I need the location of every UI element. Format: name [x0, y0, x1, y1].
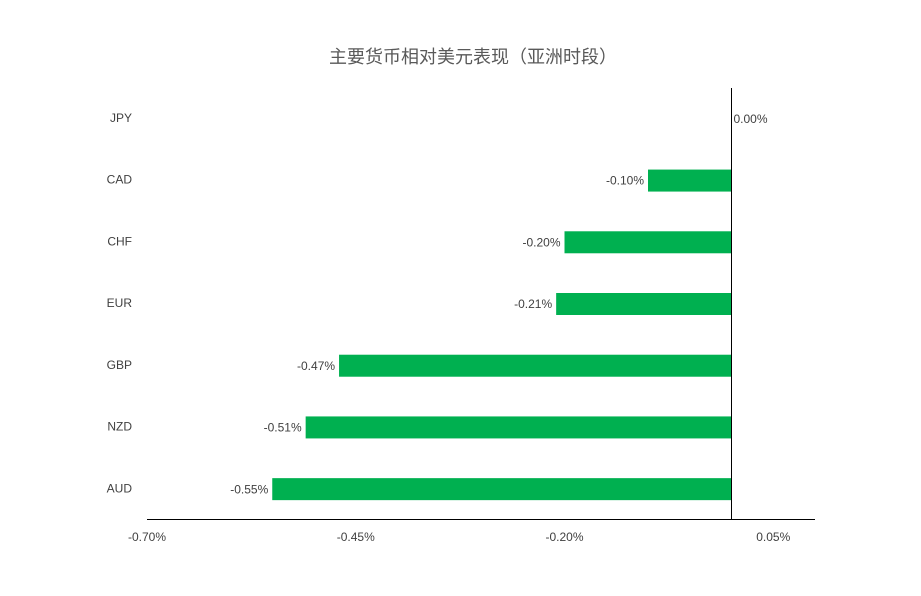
x-tick-label: -0.20%: [545, 530, 583, 544]
chart-title: 主要货币相对美元表现（亚洲时段）: [329, 47, 617, 67]
y-tick-label: EUR: [107, 296, 133, 310]
y-tick-label: NZD: [107, 420, 132, 434]
data-label: -0.47%: [297, 359, 335, 373]
x-tick-label: -0.45%: [337, 530, 375, 544]
x-tick-label: 0.05%: [756, 530, 790, 544]
data-label: -0.55%: [230, 482, 268, 496]
x-tick-label: -0.70%: [128, 530, 166, 544]
y-tick-label: AUD: [107, 481, 133, 495]
y-tick-label: GBP: [107, 358, 132, 372]
bar: [305, 416, 732, 439]
bar: [556, 293, 732, 315]
data-label: -0.20%: [522, 235, 560, 249]
bar: [564, 231, 732, 254]
bar: [339, 354, 732, 377]
data-label: 0.00%: [734, 112, 768, 126]
data-label: -0.51%: [264, 421, 302, 435]
y-tick-label: CHF: [107, 234, 132, 248]
data-label: -0.10%: [606, 174, 644, 188]
y-tick-label: CAD: [107, 173, 133, 187]
y-tick-label: JPY: [110, 111, 132, 125]
bar: [648, 169, 732, 192]
data-label: -0.21%: [514, 297, 552, 311]
bar: [272, 478, 732, 501]
